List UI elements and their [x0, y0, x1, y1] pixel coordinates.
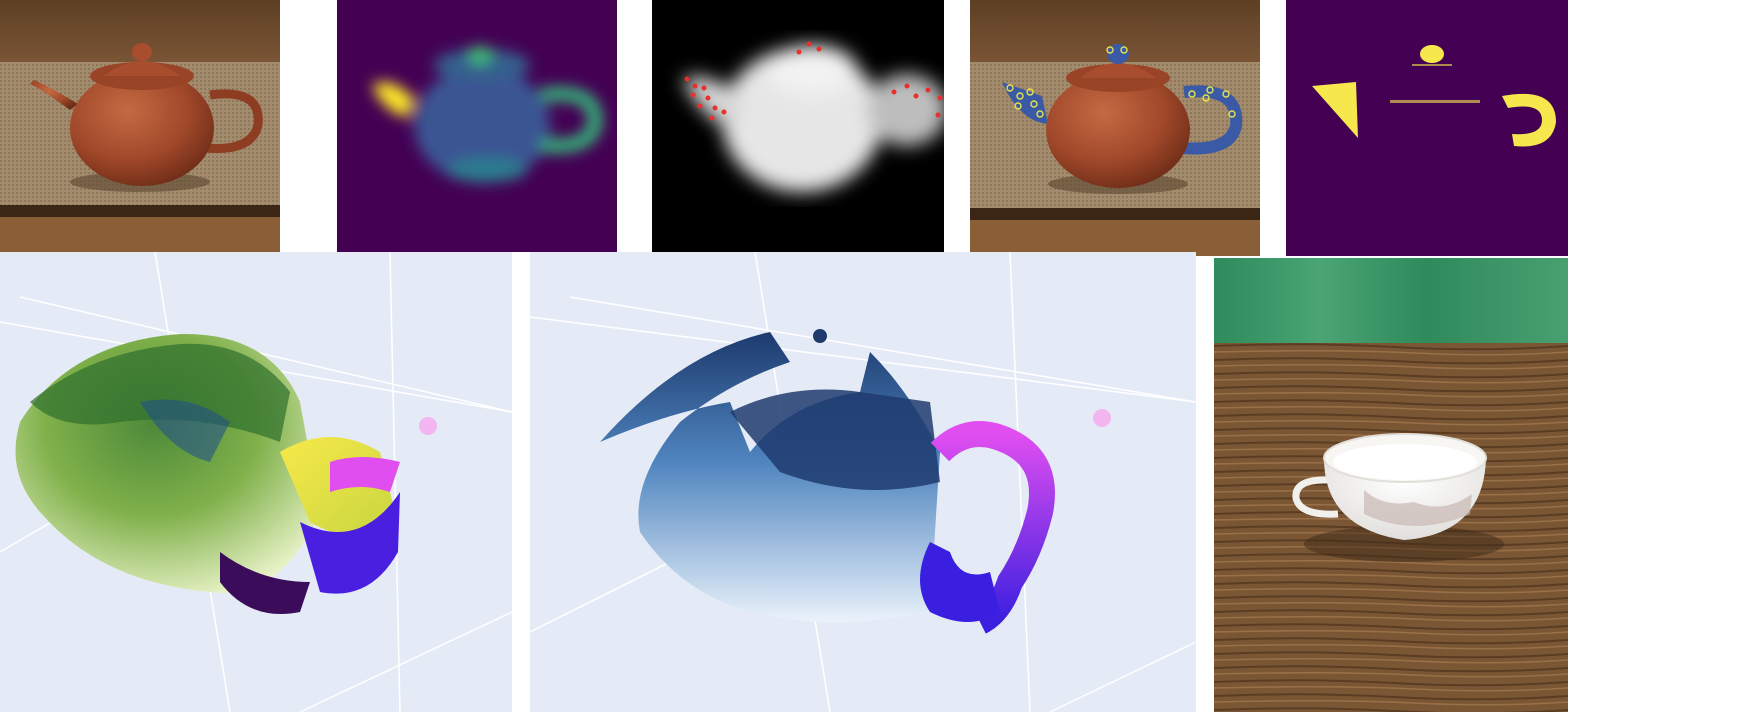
similarity-heatmap — [337, 0, 617, 252]
keypoint-markers — [684, 41, 943, 121]
depth-map-graphic — [652, 0, 944, 252]
star-markers — [1006, 46, 1236, 118]
teapot-photo — [0, 0, 280, 252]
heatmap-graphic — [337, 0, 617, 252]
teapot-part-overlay — [970, 0, 1260, 256]
point-cloud-parts — [530, 252, 1196, 712]
point-cloud-surface-graphic — [0, 252, 512, 712]
teacup-graphic — [1214, 258, 1568, 712]
overlay-graphic — [970, 0, 1260, 256]
teapot-photo-graphic — [0, 0, 280, 252]
binary-mask — [1286, 0, 1568, 256]
point-cloud-surface — [0, 252, 512, 712]
mask-graphic — [1286, 0, 1568, 256]
teacup-photo — [1214, 258, 1568, 712]
depth-map — [652, 0, 944, 252]
point-cloud-parts-graphic — [530, 252, 1196, 712]
